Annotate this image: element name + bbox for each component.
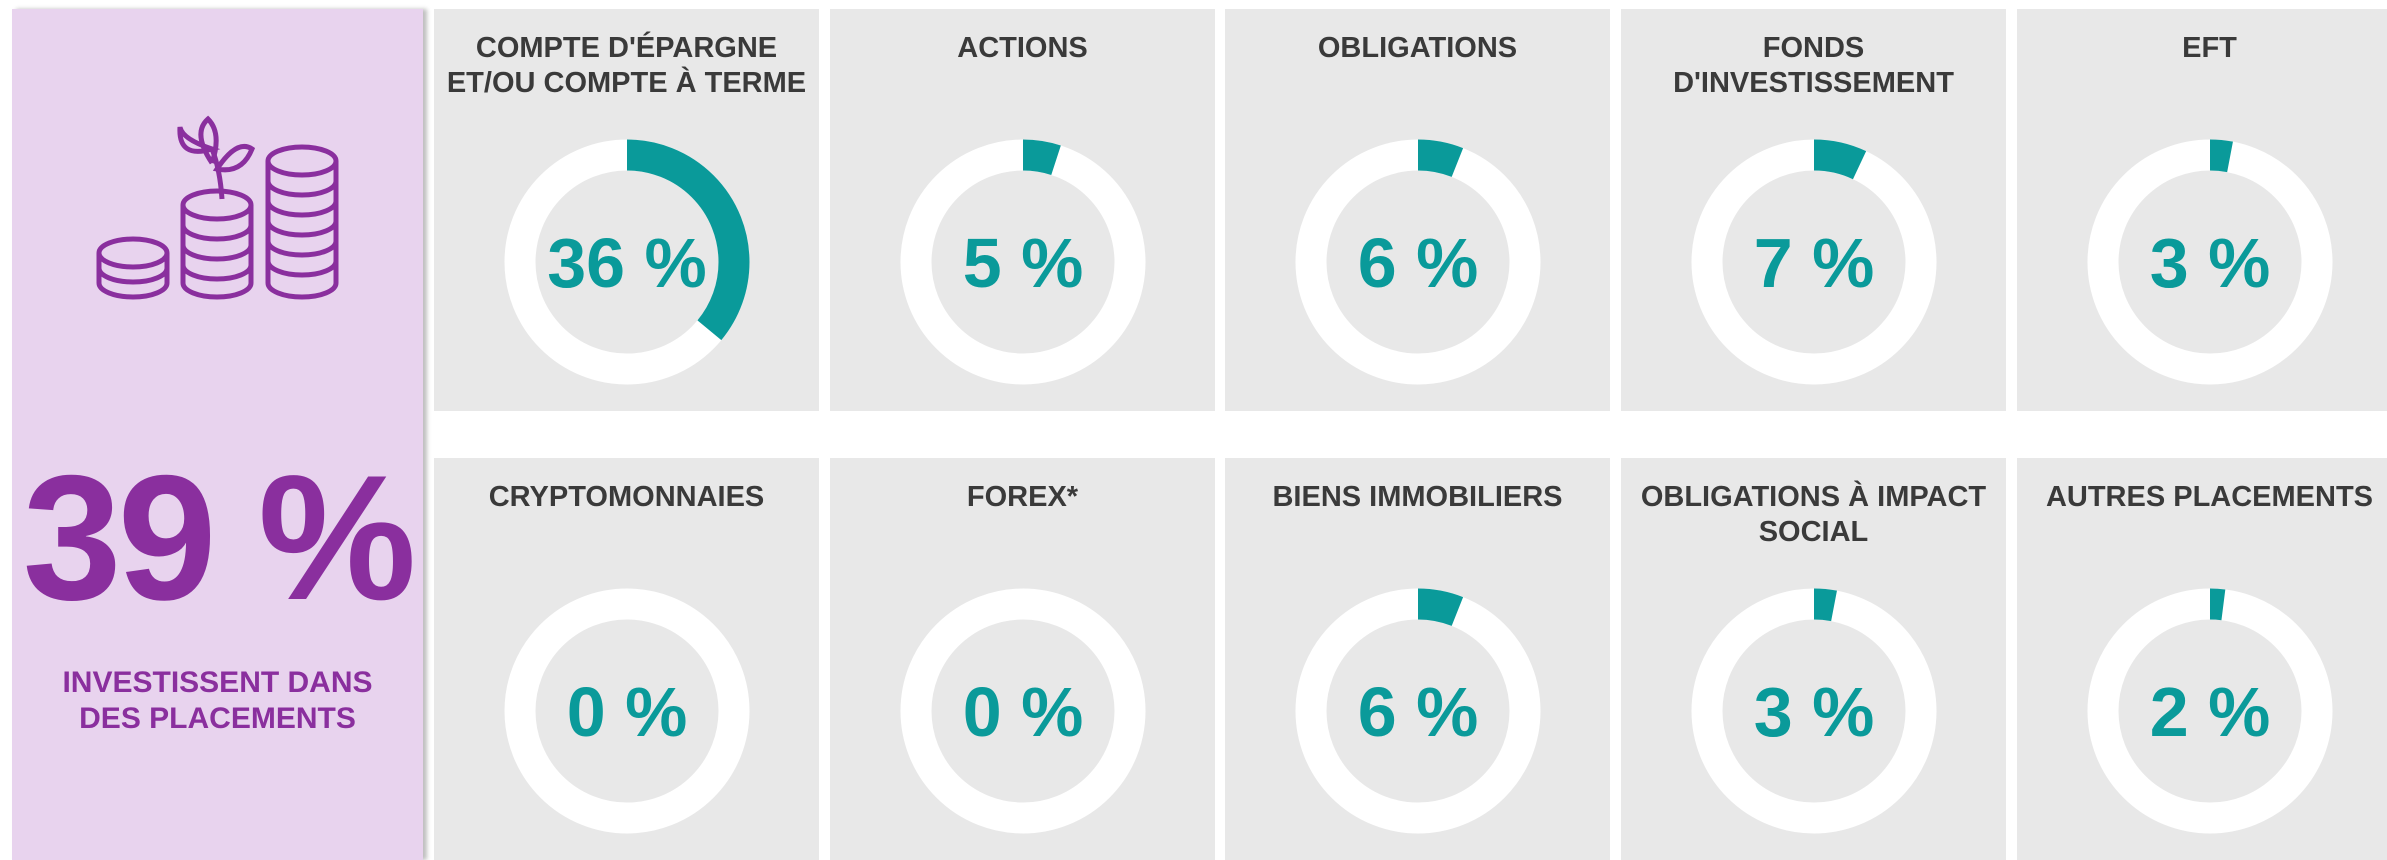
card-title: OBLIGATIONS À IMPACT SOCIAL bbox=[1640, 481, 1987, 548]
donut-label: 36 % bbox=[547, 224, 707, 302]
category-card: CRYPTOMONNAIES 0 % bbox=[434, 458, 819, 860]
card-title: ACTIONS bbox=[957, 32, 1088, 64]
donut-label: 2 % bbox=[2150, 673, 2271, 751]
donut-label: 6 % bbox=[1358, 673, 1479, 751]
donut-label: 0 % bbox=[963, 673, 1084, 751]
card-title: COMPTE D'ÉPARGNE ET/OU COMPTE À TERME bbox=[446, 32, 807, 99]
category-card: EFT 3 % bbox=[2017, 9, 2387, 411]
highlight-caption: INVESTISSENT DANS DES PLACEMENTS bbox=[62, 666, 373, 735]
category-card: BIENS IMMOBILIERS 6 % bbox=[1225, 458, 1610, 860]
donut-chart: 36 % bbox=[504, 139, 750, 385]
donut-segment bbox=[1295, 139, 1541, 385]
card-title: BIENS IMMOBILIERS bbox=[1272, 481, 1563, 513]
donut-segment bbox=[1691, 139, 1937, 385]
donut-label: 0 % bbox=[567, 673, 688, 751]
category-card: OBLIGATIONS À IMPACT SOCIAL 3 % bbox=[1621, 458, 2006, 860]
donut-chart: 0 % bbox=[504, 588, 750, 834]
highlight-value: 39 % bbox=[22, 438, 417, 637]
donut-chart: 3 % bbox=[1691, 588, 1937, 834]
donut-segment bbox=[2087, 139, 2333, 385]
donut-chart: 2 % bbox=[2087, 588, 2333, 834]
donut-chart: 7 % bbox=[1691, 139, 1937, 385]
category-card: AUTRES PLACEMENTS 2 % bbox=[2017, 458, 2387, 860]
donut-chart: 6 % bbox=[1295, 588, 1541, 834]
card-title: FOREX* bbox=[966, 481, 1079, 513]
coins-icon bbox=[96, 115, 339, 300]
card-title: CRYPTOMONNAIES bbox=[488, 481, 765, 513]
donut-segment bbox=[504, 139, 750, 385]
donut-chart: 6 % bbox=[1295, 139, 1541, 385]
category-card: COMPTE D'ÉPARGNE ET/OU COMPTE À TERME 36 … bbox=[434, 9, 819, 411]
donut-segment bbox=[2087, 588, 2333, 834]
donut-label: 3 % bbox=[1754, 673, 1875, 751]
donut-segment bbox=[1295, 588, 1541, 834]
card-title: OBLIGATIONS bbox=[1317, 32, 1518, 64]
card-title: AUTRES PLACEMENTS bbox=[2045, 481, 2374, 513]
donut-track bbox=[504, 588, 750, 834]
category-card: FOREX* 0 % bbox=[830, 458, 1215, 860]
donut-track bbox=[900, 588, 1146, 834]
donut-label: 3 % bbox=[2150, 224, 2271, 302]
summary-panel: 39 % INVESTISSENT DANS DES PLACEMENTS bbox=[12, 9, 423, 860]
donut-chart: 5 % bbox=[900, 139, 1146, 385]
card-title: FONDS D'INVESTISSEMENT bbox=[1673, 32, 1954, 99]
card-title: EFT bbox=[2182, 32, 2237, 64]
donut-chart: 3 % bbox=[2087, 139, 2333, 385]
donut-chart: 0 % bbox=[900, 588, 1146, 834]
donut-label: 7 % bbox=[1754, 224, 1875, 302]
category-card: OBLIGATIONS 6 % bbox=[1225, 9, 1610, 411]
donut-segment bbox=[1691, 588, 1937, 834]
category-card: ACTIONS 5 % bbox=[830, 9, 1215, 411]
donut-segment bbox=[900, 139, 1146, 385]
donut-label: 5 % bbox=[963, 224, 1084, 302]
donut-label: 6 % bbox=[1358, 224, 1479, 302]
category-card: FONDS D'INVESTISSEMENT 7 % bbox=[1621, 9, 2006, 411]
